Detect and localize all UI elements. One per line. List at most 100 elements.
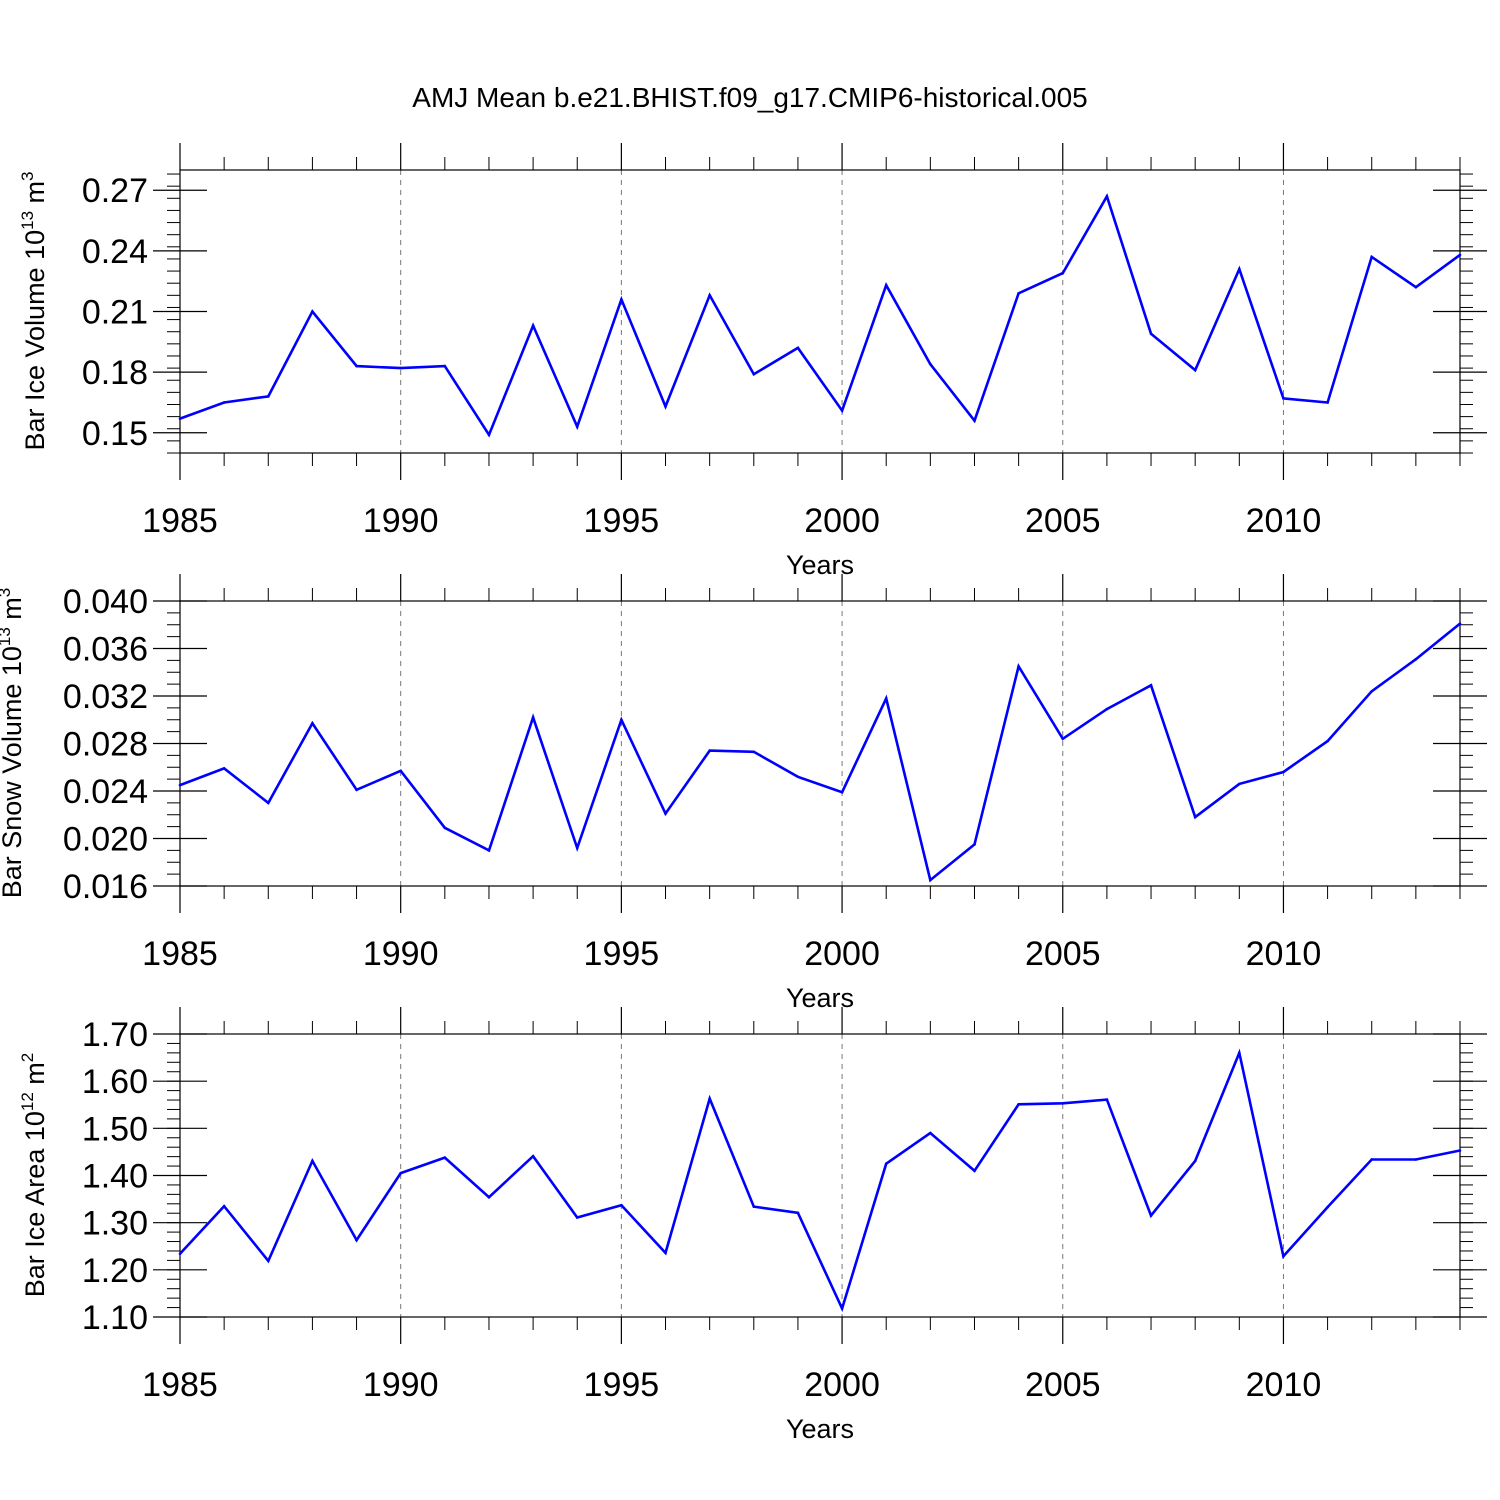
x-axis-title: Years [786,1414,854,1444]
chart-panel-1: 0.15 0.18 0.21 0.24 0.27 1985 1990 1995 2000 2005… [18,143,1487,580]
data-point [796,775,800,779]
data-point [840,409,844,412]
data-point [884,283,888,287]
x-axis-title: Years [786,983,854,1013]
data-point [178,1252,182,1256]
figure-title: AMJ Mean b.e21.BHIST.f09_g17.CMIP6-histo… [412,82,1087,113]
data-point [1017,1102,1020,1106]
data-point [620,1203,623,1207]
data-point [399,1171,402,1175]
y-axis-title-text: m [0,597,27,627]
data-point [1149,1214,1153,1217]
x-tick-label: 2000 [804,502,880,540]
data-point [929,1131,932,1135]
data-point [1238,782,1241,786]
y-tick-label: 1.50 [82,1110,148,1148]
x-tick-label: 2005 [1025,502,1101,540]
y-tick-label: 0.24 [82,233,148,271]
x-tick-label: 1985 [142,502,218,540]
data-point [1105,707,1109,711]
y-tick-label: 0.21 [82,294,148,332]
y-axis-title-superscript: 13 [0,627,14,646]
data-point [266,1259,270,1263]
data-point [1061,737,1065,741]
data-point [620,718,623,722]
data-point [1193,815,1197,819]
data-point [311,310,314,313]
data-point [1105,1098,1109,1101]
x-tick-label: 1990 [363,1366,439,1404]
data-point [487,433,491,437]
data-point [443,1156,447,1159]
x-tick-label: 2005 [1025,935,1101,973]
chart-panel-3: 1.10 1.20 1.30 1.40 1.50 1.60 1.70 1985 1990 1995… [18,1007,1487,1444]
data-point [708,1097,711,1100]
data-point [1414,657,1418,661]
data-point [1282,770,1285,774]
y-tick-label: 0.024 [63,773,148,811]
data-point [1370,689,1374,693]
data-point [1414,285,1418,289]
data-point [1105,194,1109,198]
data-point [487,1195,491,1199]
data-point [266,801,270,805]
y-axis-title-text: Bar Snow Volume 10 [0,646,27,898]
data-point [840,1307,844,1310]
x-tick-label: 1995 [584,935,660,973]
data-point [1149,332,1153,336]
data-point [1017,292,1020,295]
data-point [399,366,402,370]
series-line [179,193,1461,438]
data-point [1414,1158,1418,1161]
data-point [884,1162,888,1166]
data-point [575,425,579,429]
y-axis-title: Bar Ice Volume 1013 m3 [18,171,50,450]
data-point [1370,1158,1374,1161]
x-tick-label: 1995 [584,502,660,540]
y-axis-title-superscript: 3 [18,171,37,180]
data-point [1193,1159,1197,1163]
x-tick-label: 1990 [363,935,439,973]
x-tick-label: 1985 [142,1366,218,1404]
y-tick-label: 0.020 [63,821,148,859]
y-axis-title-text: m [20,181,50,211]
x-tick-label: 2005 [1025,1366,1101,1404]
data-point [840,790,844,794]
data-point [973,419,976,422]
y-axis-title-text: Bar Ice Volume 10 [20,230,50,451]
x-tick-label: 1990 [363,502,439,540]
y-tick-label: 0.032 [63,678,148,716]
data-point [178,783,182,787]
data-point [620,298,623,301]
y-axis-title-superscript: 12 [18,1092,37,1111]
data-point [752,372,756,376]
data-point [1326,1205,1329,1209]
data-point [973,1169,976,1173]
data-point [1017,665,1020,668]
data-point [664,405,667,408]
data-point [664,1251,667,1255]
data-point [752,1205,756,1208]
data-point [1061,271,1065,275]
data-point [708,749,711,752]
data-point [575,846,579,850]
data-point [1149,684,1153,687]
y-tick-label: 1.30 [82,1205,148,1243]
y-tick-label: 1.70 [82,1016,148,1054]
data-point [399,769,402,773]
y-axis-title-superscript: 2 [18,1053,37,1062]
data-point [443,364,447,368]
y-axis-title: Bar Snow Volume 1013 m3 [0,588,27,899]
data-point [1458,253,1462,257]
data-point [222,401,226,404]
x-tick-label: 2010 [1246,1366,1322,1404]
data-point [266,395,270,398]
x-axis-title: Years [786,550,854,580]
data-point [1326,401,1329,404]
y-tick-label: 1.20 [82,1252,148,1290]
data-point [355,1238,358,1242]
y-tick-label: 0.15 [82,415,148,453]
x-tick-label: 1995 [584,1366,660,1404]
y-tick-label: 0.036 [63,631,148,669]
